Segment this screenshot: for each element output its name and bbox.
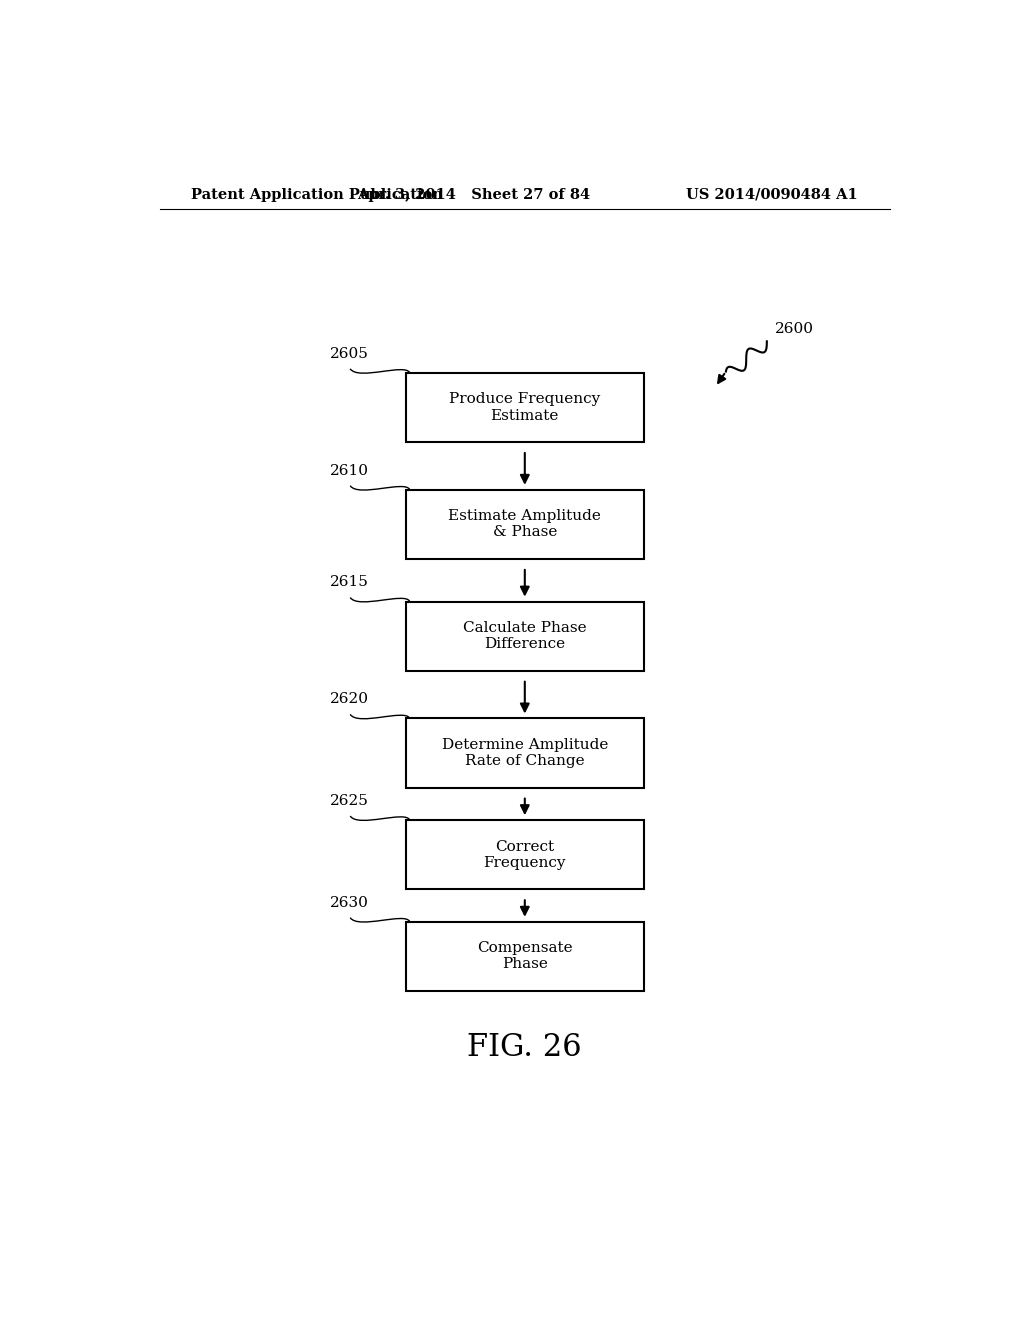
Text: Patent Application Publication: Patent Application Publication — [191, 187, 443, 202]
Text: 2605: 2605 — [331, 347, 370, 360]
FancyBboxPatch shape — [406, 490, 644, 558]
Text: Produce Frequency
Estimate: Produce Frequency Estimate — [450, 392, 600, 422]
FancyBboxPatch shape — [406, 820, 644, 890]
Text: FIG. 26: FIG. 26 — [468, 1032, 582, 1063]
Text: 2610: 2610 — [331, 463, 370, 478]
Text: 2615: 2615 — [331, 576, 370, 589]
FancyBboxPatch shape — [406, 718, 644, 788]
Text: US 2014/0090484 A1: US 2014/0090484 A1 — [686, 187, 858, 202]
FancyBboxPatch shape — [406, 602, 644, 671]
Text: Calculate Phase
Difference: Calculate Phase Difference — [463, 620, 587, 651]
Text: 2625: 2625 — [331, 793, 370, 808]
FancyBboxPatch shape — [406, 921, 644, 991]
Text: Correct
Frequency: Correct Frequency — [483, 840, 566, 870]
Text: 2620: 2620 — [331, 692, 370, 706]
Text: 2600: 2600 — [775, 322, 814, 337]
Text: Apr. 3, 2014   Sheet 27 of 84: Apr. 3, 2014 Sheet 27 of 84 — [356, 187, 590, 202]
Text: 2630: 2630 — [331, 895, 370, 909]
Text: Compensate
Phase: Compensate Phase — [477, 941, 572, 972]
Text: Estimate Amplitude
& Phase: Estimate Amplitude & Phase — [449, 510, 601, 540]
Text: Determine Amplitude
Rate of Change: Determine Amplitude Rate of Change — [441, 738, 608, 768]
FancyBboxPatch shape — [406, 372, 644, 442]
